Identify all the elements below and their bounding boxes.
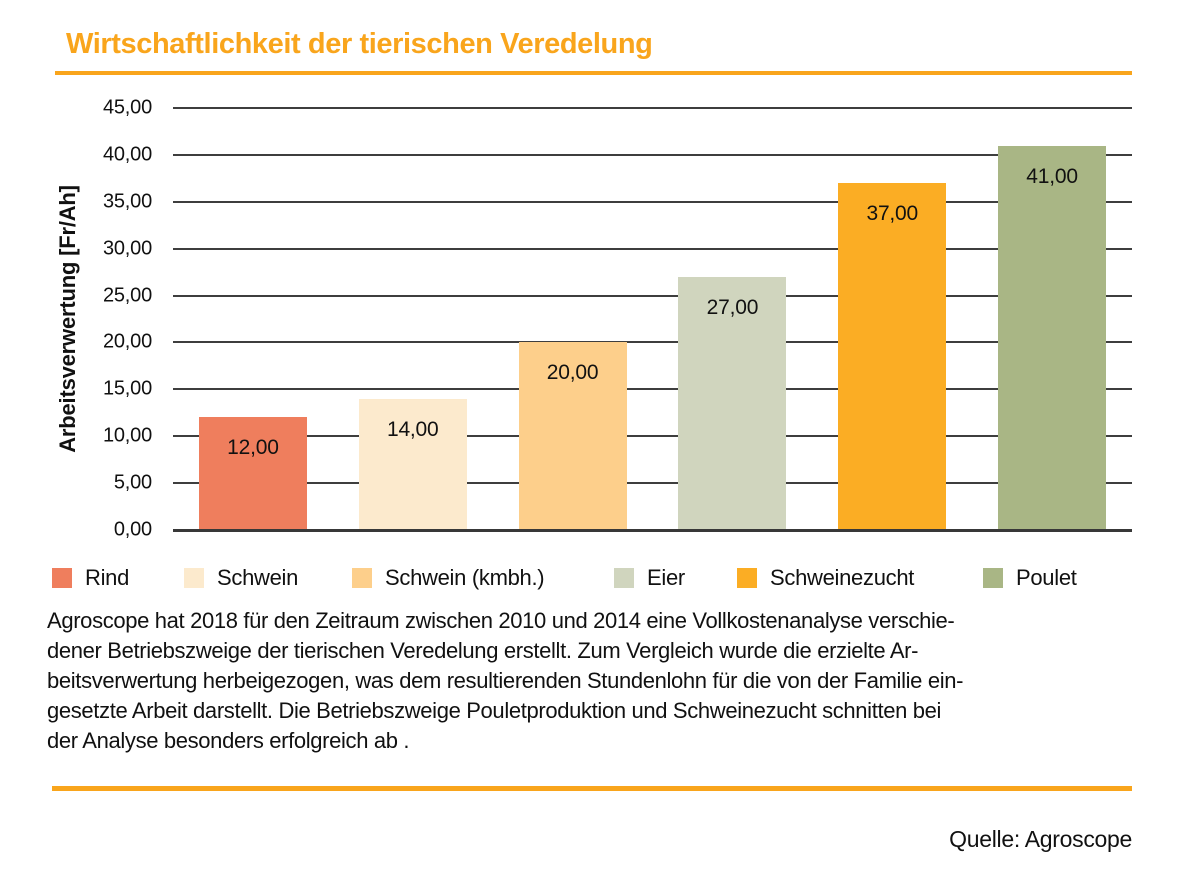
- legend-item-schweinezucht: Schweinezucht: [737, 565, 914, 591]
- legend-item-poulet: Poulet: [983, 565, 1077, 591]
- gridline: [173, 482, 1132, 485]
- bar-value-label: 41,00: [1026, 164, 1078, 188]
- page-title: Wirtschaftlichkeit der tierischen Verede…: [66, 28, 653, 60]
- gridline: [173, 247, 1132, 250]
- legend-item-rind: Rind: [52, 565, 129, 591]
- bar-rind: 12,00: [198, 417, 307, 530]
- description-line: Agroscope hat 2018 für den Zeitraum zwis…: [47, 608, 955, 633]
- bar-chart-plot-area: 45,00 40,00 35,00 30,00 25,00 20,00 15,00 10,00…: [103, 97, 1132, 541]
- gridline: [173, 435, 1132, 438]
- bar-schwein: 14,00: [358, 398, 467, 530]
- bar-value-label: 12,00: [227, 436, 279, 460]
- gridline: [173, 200, 1132, 203]
- footer-rule: [52, 786, 1132, 791]
- legend-swatch-icon: [983, 568, 1003, 588]
- bar-schwein-kmbh: 20,00: [518, 342, 627, 530]
- description-line: der Analyse besonders erfolgreich ab .: [47, 728, 410, 753]
- bar-value-label: 20,00: [546, 361, 599, 385]
- description-paragraph: Agroscope hat 2018 für den Zeitraum zwis…: [47, 606, 1157, 756]
- gridline: [173, 294, 1132, 297]
- y-tick-label: 5,00: [113, 471, 152, 494]
- legend-swatch-icon: [737, 568, 757, 588]
- x-axis-line: [173, 529, 1132, 532]
- description-line: gesetzte Arbeit darstellt. Die Betriebsz…: [47, 698, 942, 723]
- description-line: beitsverwertung herbeigezogen, was dem r…: [47, 668, 964, 693]
- y-tick-label: 0,00: [113, 518, 152, 541]
- gridline: [173, 388, 1132, 391]
- description-line: dener Betriebszweige der tierischen Vere…: [47, 638, 919, 663]
- legend-swatch-icon: [614, 568, 634, 588]
- legend-label: Schwein (kmbh.): [385, 565, 545, 590]
- gridline: [173, 341, 1132, 344]
- title-underline-rule: [55, 71, 1132, 75]
- y-tick-label: 30,00: [102, 237, 152, 260]
- legend-label: Schwein: [217, 565, 299, 590]
- bar-poulet: 41,00: [998, 145, 1107, 530]
- y-tick-label: 10,00: [102, 424, 152, 447]
- legend-item-schwein-kmbh: Schwein (kmbh.): [352, 565, 545, 591]
- y-tick-label: 45,00: [102, 96, 152, 119]
- legend-label: Schweinezucht: [770, 565, 915, 590]
- gridline: [173, 107, 1132, 109]
- bar-schweinezucht: 37,00: [838, 183, 947, 530]
- y-tick-label: 20,00: [102, 330, 152, 353]
- legend-label: Rind: [85, 565, 130, 590]
- legend-swatch-icon: [352, 568, 372, 588]
- gridline: [173, 153, 1132, 156]
- legend-swatch-icon: [52, 568, 72, 588]
- y-axis-title: Arbeitsverwertung [Fr/Ah]: [55, 185, 80, 453]
- legend-item-schwein: Schwein: [184, 565, 298, 591]
- bar-eier: 27,00: [678, 276, 787, 530]
- legend-item-eier: Eier: [614, 565, 685, 591]
- source-credit: Quelle: Agroscope: [949, 826, 1132, 852]
- y-tick-label: 40,00: [102, 143, 152, 166]
- y-tick-label: 25,00: [102, 284, 152, 307]
- legend-label: Poulet: [1016, 565, 1077, 590]
- bar-value-label: 27,00: [706, 295, 759, 319]
- chart-legend: Rind Schwein Schwein (kmbh.) Eier Schweinezu…: [0, 565, 1199, 591]
- bar-value-label: 37,00: [866, 202, 919, 226]
- legend-label: Eier: [647, 565, 685, 590]
- y-tick-label: 15,00: [102, 377, 152, 400]
- bar-value-label: 14,00: [386, 417, 439, 441]
- y-tick-label: 35,00: [102, 190, 152, 213]
- legend-swatch-icon: [184, 568, 204, 588]
